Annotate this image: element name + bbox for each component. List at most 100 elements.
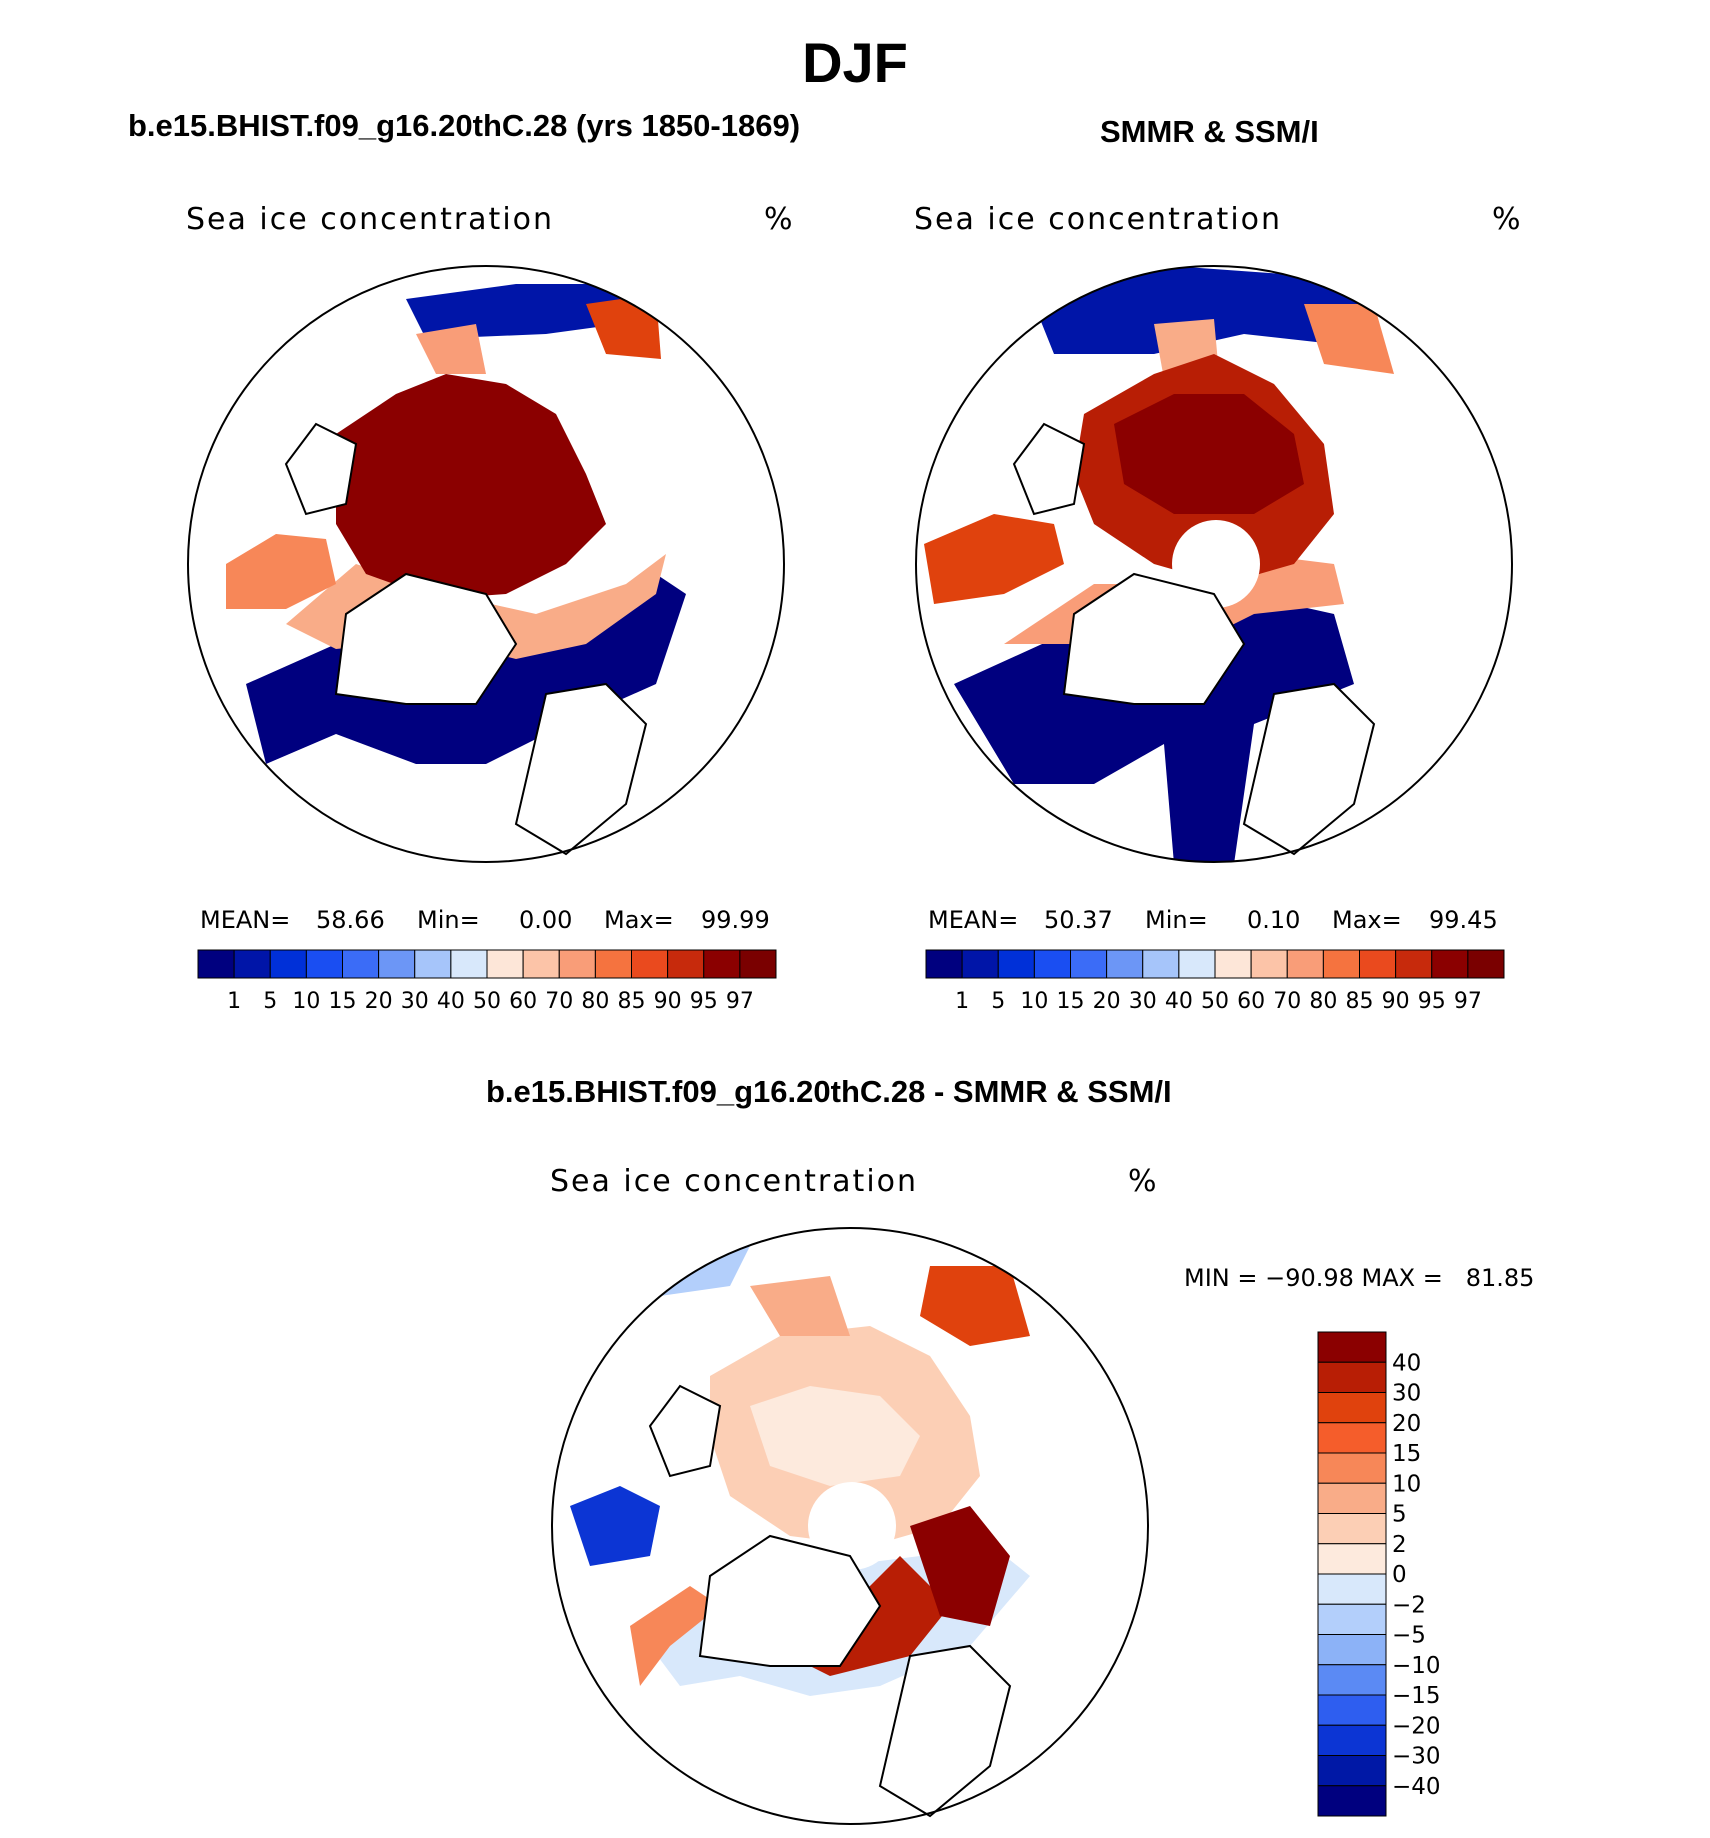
panel-3-colorbar-tick-label: 10 — [1392, 1471, 1421, 1497]
panel-1-map — [187, 265, 785, 863]
panel-1-colorbar-tick-label: 15 — [329, 989, 357, 1014]
panel-2-max-label: Max= — [1332, 906, 1402, 934]
panel-1-colorbar-swatch — [305, 949, 343, 979]
panel-2-colorbar-tick-label: 1 — [955, 989, 969, 1014]
panel-1-min-value: 0.00 — [519, 906, 573, 934]
panel-2-colorbar-tick-label: 97 — [1454, 989, 1482, 1014]
panel-1-colorbar-tick-label: 10 — [292, 989, 320, 1014]
panel-2-colorbar-tick-label: 20 — [1093, 989, 1121, 1014]
panel-1-colorbar-tick-label: 20 — [365, 989, 393, 1014]
panel-1-min-label: Min= — [417, 906, 480, 934]
panel-3-colorbar-tick-label: −2 — [1392, 1592, 1426, 1618]
panel-2-colorbar-swatch — [961, 949, 999, 979]
panel-1-colorbar-swatch — [233, 949, 271, 979]
panel-1-colorbar-tick-label: 95 — [690, 989, 718, 1014]
panel-1-colorbar-tick-label: 90 — [654, 989, 682, 1014]
panel-1-colorbar-tick-label: 80 — [581, 989, 609, 1014]
panel-1-colorbar-swatch — [269, 949, 307, 979]
panel-3-colorbar-swatch — [1317, 1694, 1387, 1726]
panel-2-colorbar-tick-label: 40 — [1165, 989, 1193, 1014]
panel-1-max-label: Max= — [604, 906, 674, 934]
panel-3-colorbar-swatch — [1317, 1573, 1387, 1605]
panel-3-colorbar-tick-label: −15 — [1392, 1683, 1441, 1709]
panel-1-title: b.e15.BHIST.f09_g16.20thC.28 (yrs 1850-1… — [128, 108, 801, 143]
panel-1-colorbar-swatch — [197, 949, 235, 979]
panel-1-mean-label: MEAN= — [200, 906, 291, 934]
panel-1-colorbar-tick-label: 97 — [726, 989, 754, 1014]
panel-3-colorbar-tick-label: 15 — [1392, 1441, 1421, 1467]
panel-2-colorbar-swatch — [1106, 949, 1144, 979]
panel-2-colorbar-tick-label: 90 — [1382, 989, 1410, 1014]
panel-3-colorbar-swatch — [1317, 1755, 1387, 1787]
panel-2-colorbar-tick-label: 95 — [1418, 989, 1446, 1014]
panel-3-colorbar-tick-label: −20 — [1392, 1713, 1441, 1739]
panel-1-colorbar-swatch — [342, 949, 380, 979]
panel-1-colorbar-swatch — [739, 949, 777, 979]
panel-2-colorbar-tick-label: 30 — [1129, 989, 1157, 1014]
panel-1-field-label: Sea ice concentration — [186, 202, 555, 237]
panel-1-colorbar-swatch — [631, 949, 669, 979]
panel-2-title: SMMR & SSM/I — [1100, 114, 1319, 149]
panel-1-colorbar-tick-label: 40 — [437, 989, 465, 1014]
panel-1-colorbar-swatch — [522, 949, 560, 979]
panel-3-colorbar-swatch — [1317, 1724, 1387, 1756]
panel-1-colorbar-tick-label: 50 — [473, 989, 501, 1014]
panel-3-colorbar-swatch — [1317, 1785, 1387, 1817]
panel-2-map-boundary — [915, 265, 1513, 863]
panel-1-colorbar-swatch — [594, 949, 632, 979]
panel-3-colorbar-swatch — [1317, 1392, 1387, 1424]
panel-1-colorbar-swatch — [667, 949, 705, 979]
panel-2-colorbar-swatch — [1286, 949, 1324, 979]
panel-3-map-boundary — [551, 1227, 1149, 1825]
panel-2-colorbar-swatch — [997, 949, 1035, 979]
panel-2-field-label: Sea ice concentration — [914, 202, 1283, 237]
panel-2-colorbar-swatch — [1431, 949, 1469, 979]
panel-2-ice-field — [916, 266, 1512, 862]
panel-2-colorbar-tick-label: 15 — [1057, 989, 1085, 1014]
panel-3-colorbar-swatch — [1317, 1482, 1387, 1514]
panel-2-colorbar-tick-label: 70 — [1273, 989, 1301, 1014]
panel-3-colorbar-tick-label: −40 — [1392, 1774, 1441, 1800]
panel-1-colorbar: 1 5 10 15 20 30 40 50 60 70 80 85 90 95 97 — [197, 949, 777, 1014]
panel-3-difference-field — [552, 1228, 1148, 1824]
panel-1-colorbar-tick-label: 60 — [509, 989, 537, 1014]
panel-1-colorbar-tick-label: 70 — [545, 989, 573, 1014]
panel-2-colorbar-tick-label: 10 — [1020, 989, 1048, 1014]
panel-3-colorbar-swatch — [1317, 1452, 1387, 1484]
panel-3-colorbar-tick-label: −10 — [1392, 1653, 1441, 1679]
panel-3-colorbar-tick-label: 5 — [1392, 1502, 1407, 1528]
panel-2-colorbar-swatch — [1250, 949, 1288, 979]
panel-3-colorbar-swatch — [1317, 1422, 1387, 1454]
panel-3-colorbar-swatch — [1317, 1664, 1387, 1696]
figure-title: DJF — [802, 31, 908, 94]
panel-2-colorbar-swatch — [1070, 949, 1108, 979]
panel-2-colorbar-swatch — [1033, 949, 1071, 979]
panel-1-unit: % — [764, 202, 793, 237]
panel-3-colorbar-swatch — [1317, 1513, 1387, 1545]
panel-1-map-boundary — [187, 265, 785, 863]
panel-3-colorbar-tick-label: 30 — [1392, 1381, 1421, 1407]
panel-1-colorbar-tick-label: 85 — [618, 989, 646, 1014]
panel-2-colorbar-swatch — [1214, 949, 1252, 979]
panel-2-unit: % — [1492, 202, 1521, 237]
panel-3-title: b.e15.BHIST.f09_g16.20thC.28 - SMMR & SS… — [486, 1074, 1172, 1109]
panel-2-colorbar-tick-label: 80 — [1309, 989, 1337, 1014]
panel-1-colorbar-swatch — [703, 949, 741, 979]
panel-2-max-value: 99.45 — [1429, 906, 1498, 934]
panel-2-colorbar: 1 5 10 15 20 30 40 50 60 70 80 85 90 95 97 — [925, 949, 1505, 1014]
panel-2-mean-value: 50.37 — [1044, 906, 1113, 934]
panel-2-mean-label: MEAN= — [928, 906, 1019, 934]
panel-3-field-label: Sea ice concentration — [550, 1164, 919, 1199]
panel-3-colorbar-swatch — [1317, 1331, 1387, 1363]
panel-2-colorbar-swatch — [1178, 949, 1216, 979]
panel-2-colorbar-swatch — [925, 949, 963, 979]
panel-3-colorbar-tick-label: −30 — [1392, 1744, 1441, 1770]
panel-1-max-value: 99.99 — [701, 906, 770, 934]
panel-3-unit: % — [1128, 1164, 1157, 1199]
panel-3-colorbar-tick-label: 2 — [1392, 1532, 1407, 1558]
panel-1-colorbar-swatch — [486, 949, 524, 979]
panel-3-minmax: MIN = −90.98 MAX = 81.85 — [1184, 1264, 1535, 1292]
panel-1-coastlines — [284, 422, 648, 856]
panel-2-map — [915, 265, 1513, 863]
panel-2-colorbar-swatch — [1359, 949, 1397, 979]
